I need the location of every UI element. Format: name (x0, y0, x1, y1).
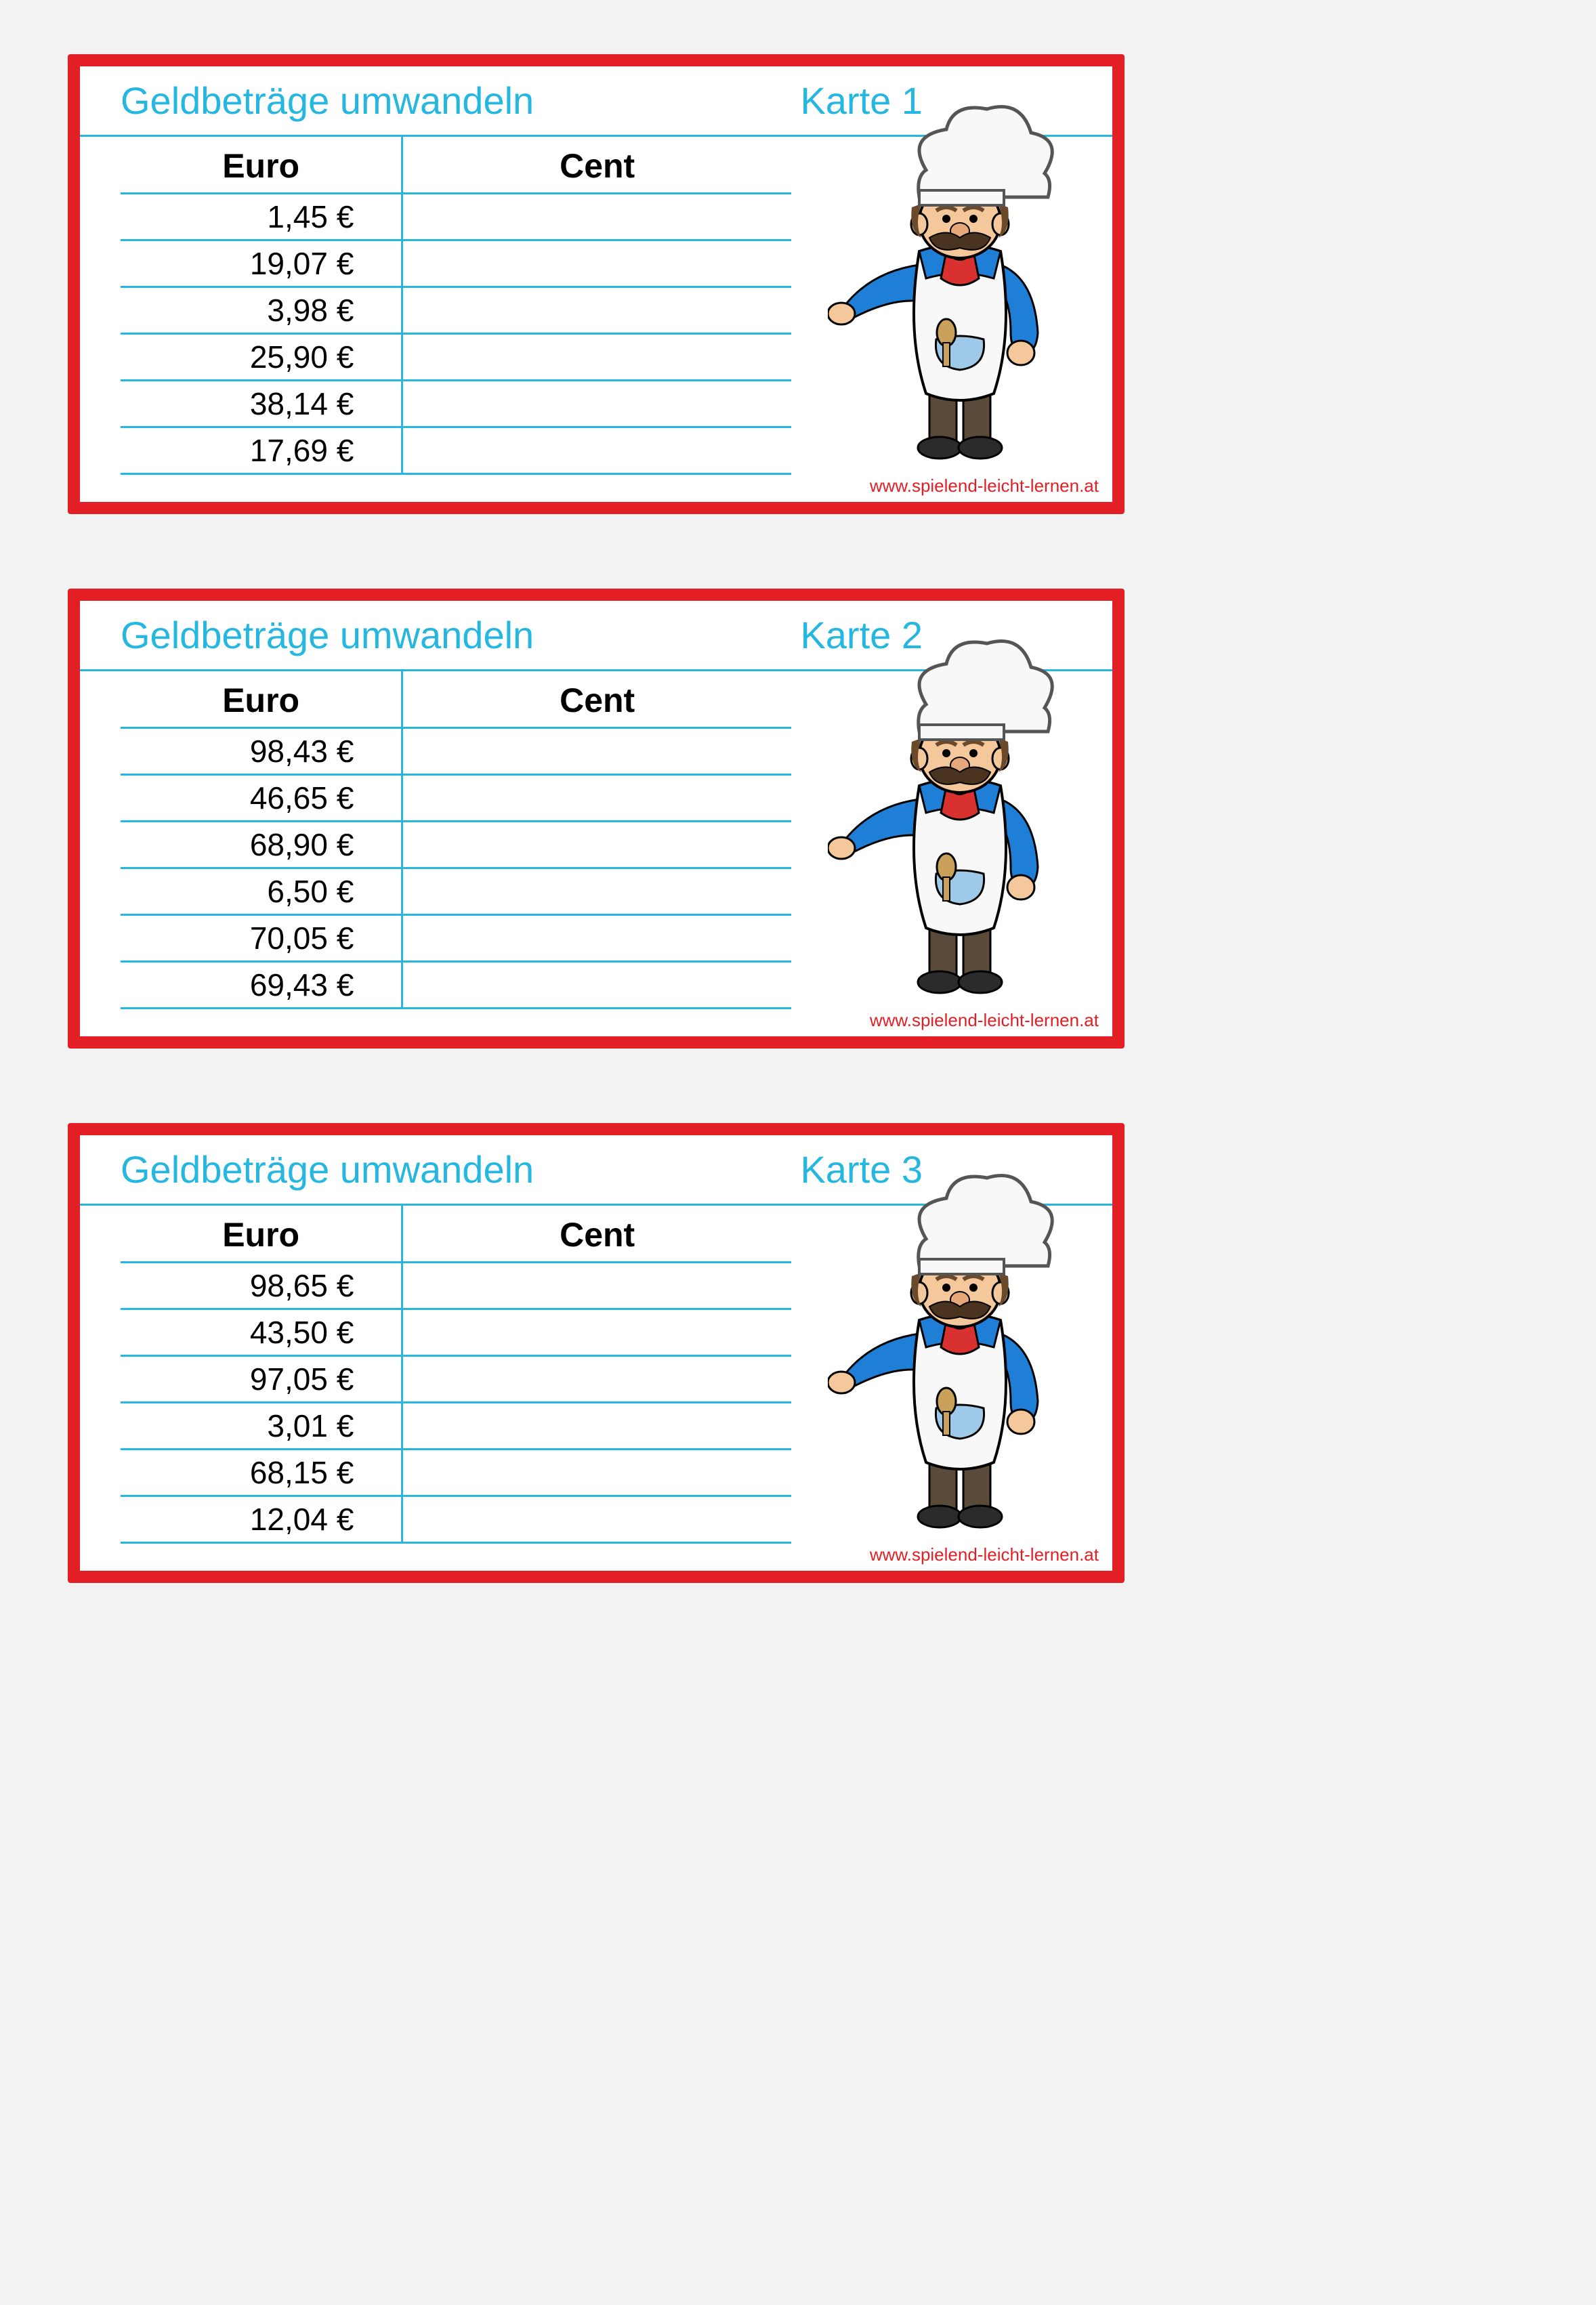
table-row: 46,65 € (121, 775, 791, 822)
card-title: Geldbeträge umwandeln (121, 613, 534, 657)
cent-cell (402, 1309, 791, 1356)
cent-cell (402, 427, 791, 474)
cent-cell (402, 728, 791, 775)
chef-icon (828, 1164, 1085, 1544)
cent-cell (402, 1403, 791, 1450)
euro-cell: 38,14 € (121, 381, 402, 427)
table-row: 69,43 € (121, 962, 791, 1009)
table-row: 19,07 € (121, 240, 791, 287)
table-row: 70,05 € (121, 915, 791, 962)
cent-cell (402, 381, 791, 427)
table-row: 43,50 € (121, 1309, 791, 1356)
table-row: 3,01 € (121, 1403, 791, 1450)
cent-cell (402, 1450, 791, 1496)
card-title: Geldbeträge umwandeln (121, 79, 534, 123)
cent-cell (402, 1496, 791, 1543)
col-header-euro: Euro (121, 1206, 402, 1263)
euro-cell: 12,04 € (121, 1496, 402, 1543)
euro-cell: 6,50 € (121, 868, 402, 915)
cent-cell (402, 775, 791, 822)
table-row: 12,04 € (121, 1496, 791, 1543)
cent-cell (402, 868, 791, 915)
col-header-euro: Euro (121, 671, 402, 728)
conversion-table: Euro Cent 1,45 € 19,07 € 3,98 € 25,90 € … (121, 137, 791, 475)
table-row: 1,45 € (121, 194, 791, 240)
cent-cell (402, 915, 791, 962)
col-header-euro: Euro (121, 137, 402, 194)
euro-cell: 25,90 € (121, 334, 402, 381)
illustration-area: www.spielend-leicht-lernen.at (791, 671, 1112, 1036)
table-row: 98,65 € (121, 1263, 791, 1309)
table-row: 3,98 € (121, 287, 791, 334)
euro-cell: 68,90 € (121, 822, 402, 868)
chef-icon (828, 96, 1085, 475)
table-row: 38,14 € (121, 381, 791, 427)
euro-cell: 43,50 € (121, 1309, 402, 1356)
cent-cell (402, 334, 791, 381)
card-title: Geldbeträge umwandeln (121, 1147, 534, 1191)
col-header-cent: Cent (402, 671, 791, 728)
euro-cell: 69,43 € (121, 962, 402, 1009)
euro-cell: 3,98 € (121, 287, 402, 334)
euro-cell: 1,45 € (121, 194, 402, 240)
table-row: 68,90 € (121, 822, 791, 868)
source-url: www.spielend-leicht-lernen.at (870, 475, 1099, 496)
table-row: 97,05 € (121, 1356, 791, 1403)
table-row: 68,15 € (121, 1450, 791, 1496)
worksheet-card: Geldbeträge umwandeln Karte 1 Euro Cent … (68, 54, 1125, 514)
cent-cell (402, 240, 791, 287)
illustration-area: www.spielend-leicht-lernen.at (791, 1206, 1112, 1571)
conversion-table: Euro Cent 98,65 € 43,50 € 97,05 € 3,01 €… (121, 1206, 791, 1544)
table-area: Euro Cent 98,43 € 46,65 € 68,90 € 6,50 €… (80, 671, 791, 1036)
euro-cell: 97,05 € (121, 1356, 402, 1403)
table-area: Euro Cent 1,45 € 19,07 € 3,98 € 25,90 € … (80, 137, 791, 502)
euro-cell: 46,65 € (121, 775, 402, 822)
cent-cell (402, 194, 791, 240)
col-header-cent: Cent (402, 137, 791, 194)
worksheet-card: Geldbeträge umwandeln Karte 3 Euro Cent … (68, 1123, 1125, 1583)
cent-cell (402, 287, 791, 334)
cent-cell (402, 962, 791, 1009)
cent-cell (402, 822, 791, 868)
table-row: 6,50 € (121, 868, 791, 915)
col-header-cent: Cent (402, 1206, 791, 1263)
euro-cell: 70,05 € (121, 915, 402, 962)
table-area: Euro Cent 98,65 € 43,50 € 97,05 € 3,01 €… (80, 1206, 791, 1571)
euro-cell: 98,43 € (121, 728, 402, 775)
table-row: 98,43 € (121, 728, 791, 775)
source-url: www.spielend-leicht-lernen.at (870, 1010, 1099, 1031)
cent-cell (402, 1263, 791, 1309)
table-row: 17,69 € (121, 427, 791, 474)
cent-cell (402, 1356, 791, 1403)
euro-cell: 68,15 € (121, 1450, 402, 1496)
illustration-area: www.spielend-leicht-lernen.at (791, 137, 1112, 502)
euro-cell: 19,07 € (121, 240, 402, 287)
euro-cell: 17,69 € (121, 427, 402, 474)
chef-icon (828, 630, 1085, 1009)
euro-cell: 98,65 € (121, 1263, 402, 1309)
euro-cell: 3,01 € (121, 1403, 402, 1450)
source-url: www.spielend-leicht-lernen.at (870, 1544, 1099, 1565)
conversion-table: Euro Cent 98,43 € 46,65 € 68,90 € 6,50 €… (121, 671, 791, 1009)
table-row: 25,90 € (121, 334, 791, 381)
worksheet-card: Geldbeträge umwandeln Karte 2 Euro Cent … (68, 589, 1125, 1049)
